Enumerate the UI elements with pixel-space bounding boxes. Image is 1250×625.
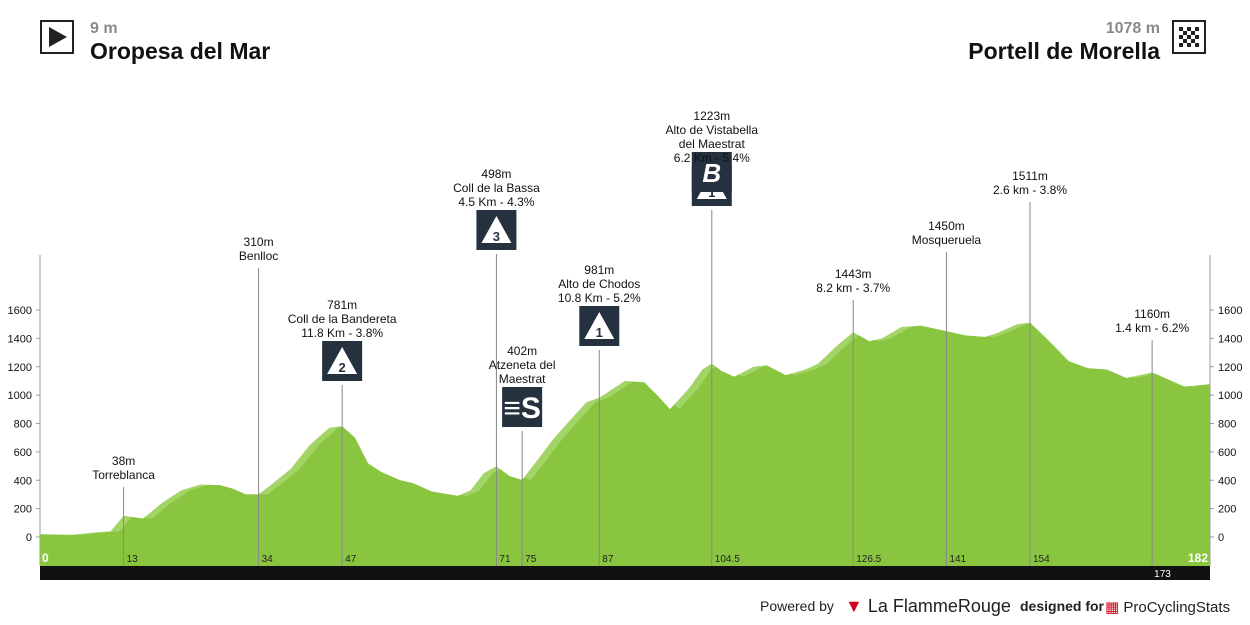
y-tick-label-right: 600 <box>1218 447 1236 459</box>
annotation-text: Torreblanca <box>92 468 155 482</box>
annotation-text: 8.2 km - 3.7% <box>816 281 890 295</box>
x-tick-label: 87 <box>602 554 614 565</box>
x-tick-label: 47 <box>345 554 357 565</box>
climb-badge-87-label: 1 <box>596 325 603 340</box>
finish-altitude: 1078 m <box>1105 20 1160 37</box>
annotation-text: 1511m <box>1012 169 1048 183</box>
y-tick-label-right: 800 <box>1218 419 1236 431</box>
y-tick-label-right: 400 <box>1218 475 1236 487</box>
y-tick-label-right: 200 <box>1218 504 1236 516</box>
bonus-badge-104-5: B <box>691 152 732 192</box>
play-icon <box>40 20 74 54</box>
annotation-text: Alto de Vistabella <box>666 123 759 137</box>
designed-for-label: designed for <box>1020 598 1105 614</box>
y-tick-label-left: 800 <box>14 419 32 431</box>
x-tick-label: 75 <box>525 554 537 565</box>
annotation-text: 781m <box>327 298 357 312</box>
annotation-text: 402m <box>507 344 537 358</box>
y-tick-label-right: 1000 <box>1218 390 1242 402</box>
y-tick-label-right: 1400 <box>1218 333 1242 345</box>
x-tick-label: 0 <box>42 551 49 565</box>
x-tick-label: 34 <box>262 554 274 565</box>
annotation-text: 1223m <box>693 109 730 123</box>
x-tick-label: 71 <box>499 554 511 565</box>
y-tick-label-right: 0 <box>1218 532 1224 544</box>
pcs-icon: ▦ <box>1105 599 1120 616</box>
annotation-text: 498m <box>481 167 511 181</box>
flamme-rouge-label: La FlammeRouge <box>867 596 1011 616</box>
x-tick-label: 154 <box>1033 554 1050 565</box>
annotation-text: Atzeneta del <box>489 358 556 372</box>
y-tick-label-left: 400 <box>14 475 32 487</box>
y-tick-label-right: 1200 <box>1218 362 1242 374</box>
bonus-badge-104-5-bg <box>691 152 732 192</box>
annotation-text: Coll de la Bassa <box>453 181 540 195</box>
start-city: Oropesa del Mar <box>90 38 271 64</box>
annotation-text: 1160m <box>1134 307 1170 321</box>
x-tick-label: 104.5 <box>715 554 740 565</box>
climb-badge-87-triangle <box>584 312 615 339</box>
elevation-area-dark <box>40 322 1210 566</box>
annotation-text: Maestrat <box>499 372 546 386</box>
annotation-text: del Maestrat <box>679 137 746 151</box>
finish-city: Portell de Morella <box>968 38 1160 64</box>
climb-badge-87: 1 <box>579 306 620 346</box>
y-tick-label-left: 1600 <box>8 305 32 317</box>
annotation-text: 2.6 km - 3.8% <box>993 183 1067 197</box>
y-tick-label-left: 0 <box>26 532 32 544</box>
y-tick-label-left: 1400 <box>8 333 32 345</box>
procyclingstats-logo: ▦ ProCyclingStats <box>1105 598 1230 616</box>
powered-by-label: Powered by <box>760 598 834 614</box>
annotation-text: 10.8 Km - 5.2% <box>558 291 641 305</box>
x-tick-label: 126.5 <box>856 554 881 565</box>
procyclingstats-label: ProCyclingStats <box>1123 599 1231 616</box>
x-axis-bar <box>40 566 1210 580</box>
climb-badge-71-triangle <box>481 216 512 243</box>
annotation-text: 1443m <box>835 267 872 281</box>
climb-badge-75-label: ≡S <box>503 392 541 425</box>
annotation-text: Benlloc <box>239 249 278 263</box>
annotation-text: 310m <box>244 235 274 249</box>
climb-badge-71: 3 <box>476 210 517 250</box>
y-tick-label-right: 1600 <box>1218 305 1242 317</box>
annotation-text: 1.4 km - 6.2% <box>1115 321 1189 335</box>
climb-badge-47-triangle <box>327 347 358 374</box>
x-tick-label: 173 <box>1154 569 1171 580</box>
y-tick-label-left: 600 <box>14 447 32 459</box>
x-tick-label: 141 <box>949 554 966 565</box>
annotation-text: Mosqueruela <box>912 233 982 247</box>
annotation-text: 11.8 Km - 3.8% <box>301 326 383 340</box>
bonus-badge-104-5-label: B <box>702 158 721 188</box>
annotation-text: 6.2 Km - 5.4% <box>674 151 750 165</box>
annotation-text: 1450m <box>928 219 965 233</box>
annotation-text: 4.5 Km - 4.3% <box>458 195 534 209</box>
y-tick-label-left: 1200 <box>8 362 32 374</box>
flamme-rouge-logo: ▼ La FlammeRouge <box>845 596 1011 617</box>
flamme-rouge-icon: ▼ <box>845 596 863 616</box>
climb-badge-47: 2 <box>322 341 363 381</box>
climb-badge-71-label: 3 <box>493 229 500 244</box>
y-tick-label-left: 1000 <box>8 390 32 402</box>
y-tick-label-left: 200 <box>14 504 32 516</box>
start-altitude: 9 m <box>90 20 118 37</box>
checkered-flag-icon <box>1172 20 1206 54</box>
climb-badge-47-label: 2 <box>339 360 346 375</box>
x-tick-label: 13 <box>127 554 139 565</box>
annotation-text: Coll de la Bandereta <box>288 312 397 326</box>
x-tick-label: 182 <box>1188 551 1208 565</box>
annotation-text: Alto de Chodos <box>558 277 640 291</box>
annotation-text: 38m <box>112 454 135 468</box>
climb-badge-75-bg <box>502 387 543 427</box>
annotation-text: 981m <box>584 263 614 277</box>
climb-badge-104-5-label: 1 <box>708 185 715 200</box>
climb-badge-75: ≡S <box>502 387 543 427</box>
